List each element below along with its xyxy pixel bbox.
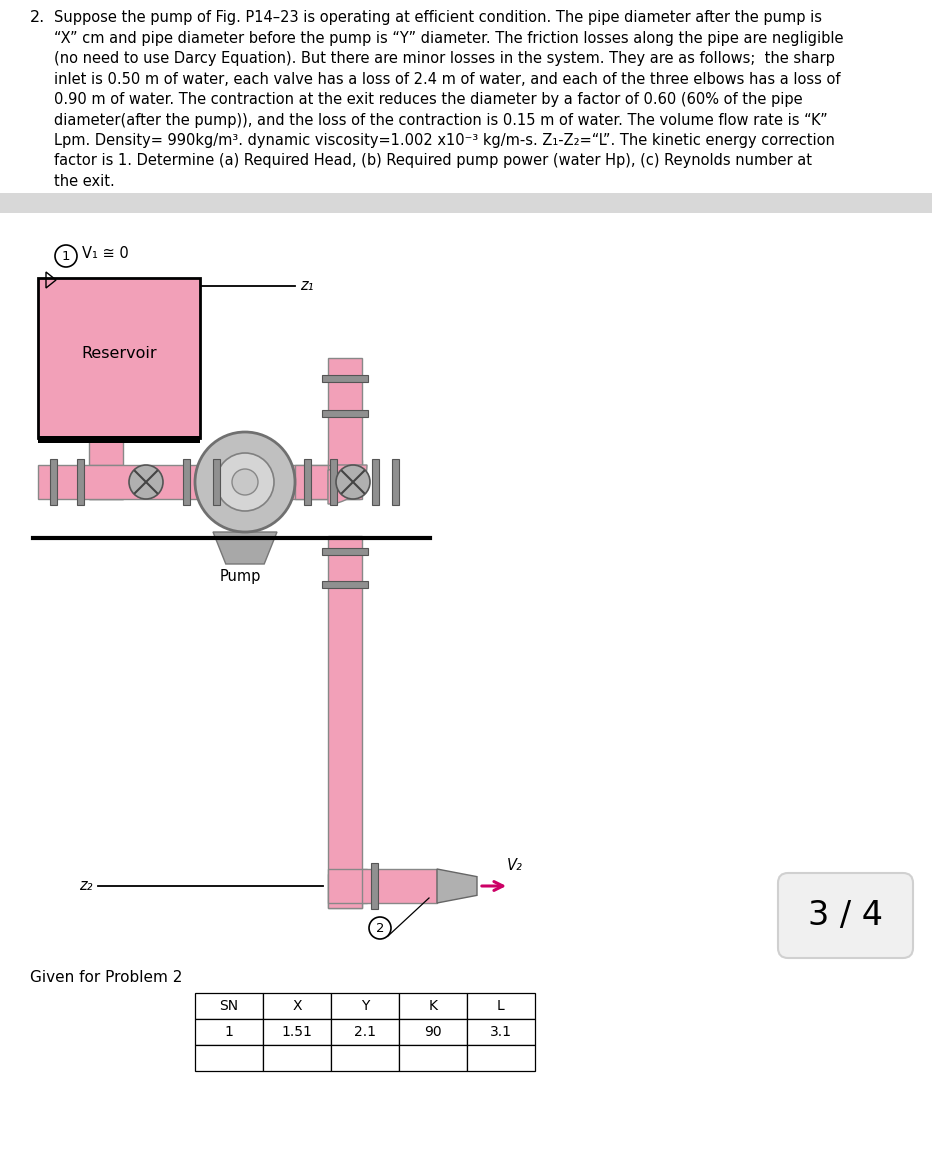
Text: Suppose the pump of Fig. P14–23 is operating at efficient condition. The pipe di: Suppose the pump of Fig. P14–23 is opera… — [54, 11, 822, 25]
Text: 3.1: 3.1 — [490, 1026, 512, 1040]
FancyBboxPatch shape — [778, 872, 913, 958]
Text: z₁: z₁ — [300, 278, 313, 293]
Circle shape — [216, 453, 274, 512]
Text: (no need to use Darcy Equation). But there are minor losses in the system. They : (no need to use Darcy Equation). But the… — [54, 51, 835, 67]
Text: Lpm. Density= 990kg/m³. dynamic viscosity=1.002 x10⁻³ kg/m-s. Z₁-Z₂=“L”. The kin: Lpm. Density= 990kg/m³. dynamic viscosit… — [54, 133, 835, 148]
Polygon shape — [437, 869, 477, 903]
Bar — [304, 459, 310, 505]
Bar — [89, 465, 123, 499]
Bar — [330, 459, 336, 505]
Circle shape — [55, 245, 77, 267]
Bar — [467, 1045, 535, 1071]
Circle shape — [369, 917, 391, 939]
Text: 3 / 4: 3 / 4 — [807, 898, 883, 932]
Text: 2.: 2. — [30, 11, 46, 25]
Text: V₂: V₂ — [507, 858, 523, 872]
Bar — [322, 548, 368, 555]
Text: Y: Y — [361, 999, 369, 1013]
Text: factor is 1. Determine (a) Required Head, (b) Required pump power (water Hp), (c: factor is 1. Determine (a) Required Head… — [54, 153, 812, 168]
Circle shape — [232, 470, 258, 495]
Text: 1.51: 1.51 — [281, 1026, 312, 1040]
Text: Reservoir: Reservoir — [81, 346, 157, 361]
Text: 2.1: 2.1 — [354, 1026, 376, 1040]
Text: 2: 2 — [376, 922, 384, 934]
Text: Given for Problem 2: Given for Problem 2 — [30, 971, 183, 986]
Bar — [263, 1018, 331, 1045]
Bar — [331, 1018, 399, 1045]
Bar — [38, 465, 360, 499]
Bar — [212, 459, 220, 505]
Bar — [0, 193, 932, 213]
Circle shape — [336, 465, 370, 499]
Text: 0.90 m of water. The contraction at the exit reduces the diameter by a factor of: 0.90 m of water. The contraction at the … — [54, 92, 802, 107]
Bar — [263, 1045, 331, 1071]
Polygon shape — [213, 531, 277, 564]
Text: the exit.: the exit. — [54, 174, 115, 189]
Text: “X” cm and pipe diameter before the pump is “Y” diameter. The friction losses al: “X” cm and pipe diameter before the pump… — [54, 30, 843, 46]
Text: diameter(after the pump)), and the loss of the contraction is 0.15 m of water. T: diameter(after the pump)), and the loss … — [54, 112, 828, 127]
Bar — [328, 874, 362, 908]
Text: Pump: Pump — [219, 569, 261, 584]
Bar — [195, 993, 263, 1018]
Bar — [49, 459, 57, 505]
Bar — [195, 1018, 263, 1045]
Bar — [399, 1018, 467, 1045]
Bar — [391, 459, 399, 505]
Text: inlet is 0.50 m of water, each valve has a loss of 2.4 m of water, and each of t: inlet is 0.50 m of water, each valve has… — [54, 71, 841, 86]
Text: z₂: z₂ — [79, 878, 93, 894]
Bar — [328, 536, 362, 908]
Bar — [322, 410, 368, 417]
Bar — [263, 993, 331, 1018]
Text: 1: 1 — [62, 250, 70, 263]
Bar — [183, 459, 189, 505]
Text: L: L — [497, 999, 505, 1013]
Bar — [467, 993, 535, 1018]
Text: 1: 1 — [225, 1026, 233, 1040]
Bar — [371, 863, 377, 909]
Bar — [38, 278, 200, 438]
Bar — [467, 1018, 535, 1045]
Circle shape — [195, 432, 295, 531]
Bar — [76, 459, 84, 505]
Circle shape — [129, 465, 163, 499]
Bar — [362, 869, 437, 903]
Bar — [372, 459, 378, 505]
Bar — [89, 438, 123, 499]
Bar — [328, 460, 362, 499]
Text: K: K — [429, 999, 437, 1013]
Text: V₁ ≅ 0: V₁ ≅ 0 — [82, 246, 129, 262]
Bar — [328, 869, 367, 903]
Text: 90: 90 — [424, 1026, 442, 1040]
Bar — [322, 375, 368, 382]
Text: X: X — [293, 999, 302, 1013]
Bar — [399, 1045, 467, 1071]
Bar — [328, 359, 362, 465]
Bar — [322, 580, 368, 588]
Text: SN: SN — [219, 999, 239, 1013]
Bar — [399, 993, 467, 1018]
Bar — [331, 993, 399, 1018]
Bar — [331, 1045, 399, 1071]
Bar — [195, 1045, 263, 1071]
Bar — [38, 436, 200, 443]
Bar — [295, 465, 328, 499]
Polygon shape — [328, 465, 367, 505]
